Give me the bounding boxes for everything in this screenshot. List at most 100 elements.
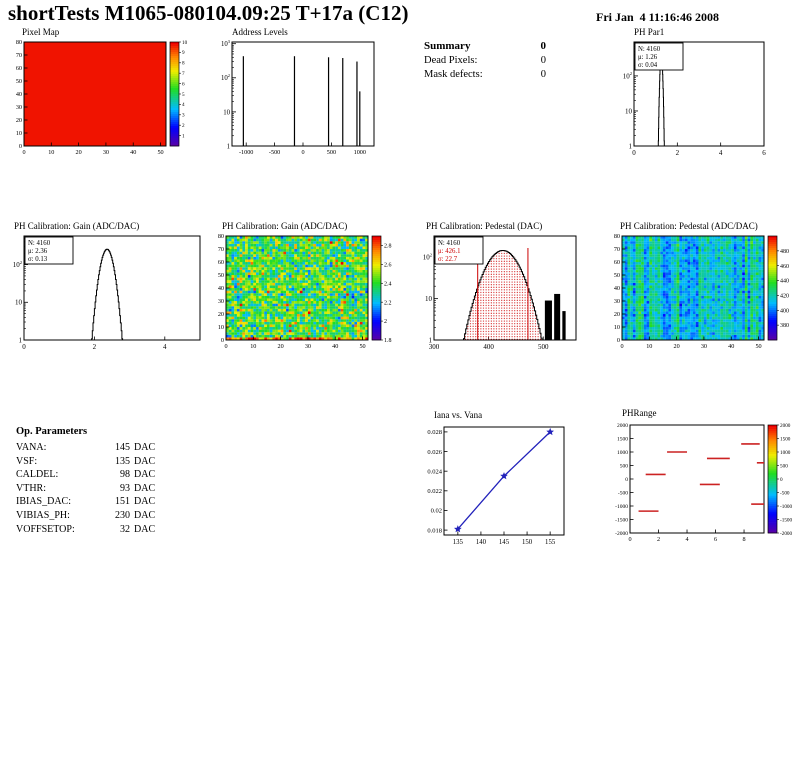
- svg-text:50: 50: [16, 78, 22, 85]
- param-label: IBIAS_DAC:: [16, 496, 72, 508]
- svg-text:8: 8: [182, 61, 185, 67]
- ph-par1-histogram: 1 10 102 0 2 4 6 N: 4160 μ: 1.26 σ: 0.04: [608, 38, 772, 162]
- pad-pedestal-map: PH Calibration: Pedestal (ADC/DAC) 0 10 20…: [602, 221, 796, 356]
- svg-text:0: 0: [628, 536, 631, 543]
- address-levels-title: Address Levels: [232, 27, 288, 37]
- svg-text:0: 0: [19, 143, 22, 150]
- pedestal-hist-title: PH Calibration: Pedestal (DAC): [426, 221, 543, 231]
- op-parameters-title: Op. Parameters: [16, 426, 88, 437]
- svg-text:0: 0: [625, 477, 628, 483]
- svg-text:80: 80: [16, 39, 22, 46]
- svg-text:0: 0: [221, 337, 224, 344]
- svg-text:2: 2: [182, 123, 185, 129]
- svg-text:30: 30: [218, 298, 224, 305]
- svg-text:N: 4160: N: 4160: [438, 240, 461, 247]
- svg-text:102: 102: [423, 253, 433, 262]
- pad-ph-par1: PH Par1 1 10 102 0 2 4 6 N: 4160 μ: 1.26 σ: 0.04: [608, 27, 772, 162]
- svg-text:1: 1: [182, 133, 185, 139]
- param-unit: DAC: [134, 455, 156, 467]
- param-label: VSF:: [16, 455, 38, 467]
- svg-text:400: 400: [780, 308, 789, 314]
- param-value: 98: [120, 469, 130, 481]
- param-value: 230: [115, 509, 130, 521]
- svg-text:9: 9: [182, 50, 185, 56]
- svg-text:20: 20: [76, 149, 82, 156]
- svg-text:-2000: -2000: [615, 531, 628, 537]
- phrange-plot: 0 2 4 6 8 2000 1500 1000 500 0 -500 -1000 -1500 -2000…: [602, 419, 796, 549]
- param-label: VIBIAS_PH:: [16, 509, 70, 521]
- svg-text:10: 10: [614, 324, 620, 331]
- svg-text:2.4: 2.4: [384, 281, 392, 287]
- summary-total: 0: [540, 40, 547, 52]
- svg-text:30: 30: [614, 298, 620, 305]
- svg-text:50: 50: [359, 343, 365, 350]
- param-value: 32: [120, 523, 130, 535]
- svg-text:-1000: -1000: [780, 504, 793, 510]
- param-unit: DAC: [134, 523, 156, 535]
- pad-phrange: PHRange 0 2 4 6 8 2000 1500 1000 500 0 -500 -1000 -1…: [602, 408, 796, 549]
- svg-text:20: 20: [614, 311, 620, 318]
- svg-text:2000: 2000: [780, 423, 791, 429]
- svg-text:20: 20: [674, 343, 680, 350]
- svg-text:1500: 1500: [780, 436, 791, 442]
- pixel-map-title: Pixel Map: [22, 27, 60, 37]
- svg-text:-1000: -1000: [239, 149, 253, 156]
- gain-histogram: 1 10 102 0 2 4 N: 4160 μ: 2.36 σ: 0.13: [0, 232, 206, 356]
- svg-text:70: 70: [218, 246, 224, 253]
- svg-text:30: 30: [701, 343, 707, 350]
- summary-title: Summary: [424, 40, 471, 52]
- gain-map-title: PH Calibration: Gain (ADC/DAC): [222, 221, 348, 231]
- svg-text:102: 102: [13, 260, 23, 269]
- svg-text:0: 0: [22, 149, 25, 156]
- svg-text:103: 103: [221, 39, 231, 48]
- svg-text:5: 5: [182, 92, 185, 98]
- svg-text:480: 480: [780, 249, 789, 255]
- svg-text:8: 8: [742, 536, 745, 543]
- svg-text:2000: 2000: [617, 423, 628, 429]
- svg-text:-500: -500: [780, 490, 790, 496]
- svg-text:2: 2: [676, 149, 680, 157]
- svg-text:0: 0: [22, 343, 26, 351]
- svg-text:102: 102: [221, 73, 230, 82]
- svg-text:150: 150: [522, 539, 533, 546]
- svg-text:0: 0: [780, 477, 783, 483]
- pedestal-histogram: 1 10 102 300 400 500 N: 4160 μ: 426.1 σ: 22.7: [410, 232, 588, 356]
- svg-text:145: 145: [499, 539, 510, 546]
- summary-row: Dead Pixels: 0: [424, 55, 546, 66]
- param-value: 135: [115, 455, 130, 467]
- svg-text:4: 4: [182, 102, 185, 108]
- param-row: VANA: 145 DAC: [16, 442, 176, 453]
- svg-text:2.8: 2.8: [384, 244, 392, 250]
- svg-text:40: 40: [728, 343, 734, 350]
- svg-text:460: 460: [780, 264, 789, 270]
- svg-text:1000: 1000: [354, 149, 366, 156]
- svg-text:7: 7: [182, 71, 185, 77]
- svg-text:N: 4160: N: 4160: [638, 46, 661, 53]
- svg-text:420: 420: [780, 294, 789, 300]
- svg-text:80: 80: [614, 233, 620, 240]
- svg-text:4: 4: [719, 149, 723, 157]
- param-label: VANA:: [16, 442, 47, 453]
- svg-text:1000: 1000: [780, 450, 791, 456]
- pad-address-levels: Address Levels 1 10 102 103 -1000 -500 0 500 100…: [204, 27, 382, 162]
- svg-text:135: 135: [453, 539, 464, 546]
- svg-text:40: 40: [332, 343, 338, 350]
- svg-text:500: 500: [780, 463, 788, 469]
- svg-text:σ: 22.7: σ: 22.7: [438, 256, 458, 263]
- svg-text:400: 400: [483, 343, 494, 351]
- svg-text:20: 20: [16, 117, 22, 124]
- svg-text:σ: 0.04: σ: 0.04: [638, 62, 658, 69]
- svg-text:20: 20: [218, 311, 224, 318]
- svg-text:1500: 1500: [617, 436, 628, 442]
- svg-text:0: 0: [617, 337, 620, 344]
- svg-text:2: 2: [384, 319, 387, 325]
- svg-text:0: 0: [224, 343, 227, 350]
- param-unit: DAC: [134, 509, 156, 521]
- svg-text:1: 1: [19, 336, 23, 344]
- param-unit: DAC: [134, 496, 156, 508]
- svg-text:10: 10: [625, 107, 633, 115]
- param-row: IBIAS_DAC: 151 DAC: [16, 496, 176, 507]
- svg-text:40: 40: [614, 285, 620, 292]
- param-value: 93: [120, 482, 130, 494]
- svg-text:80: 80: [218, 233, 224, 240]
